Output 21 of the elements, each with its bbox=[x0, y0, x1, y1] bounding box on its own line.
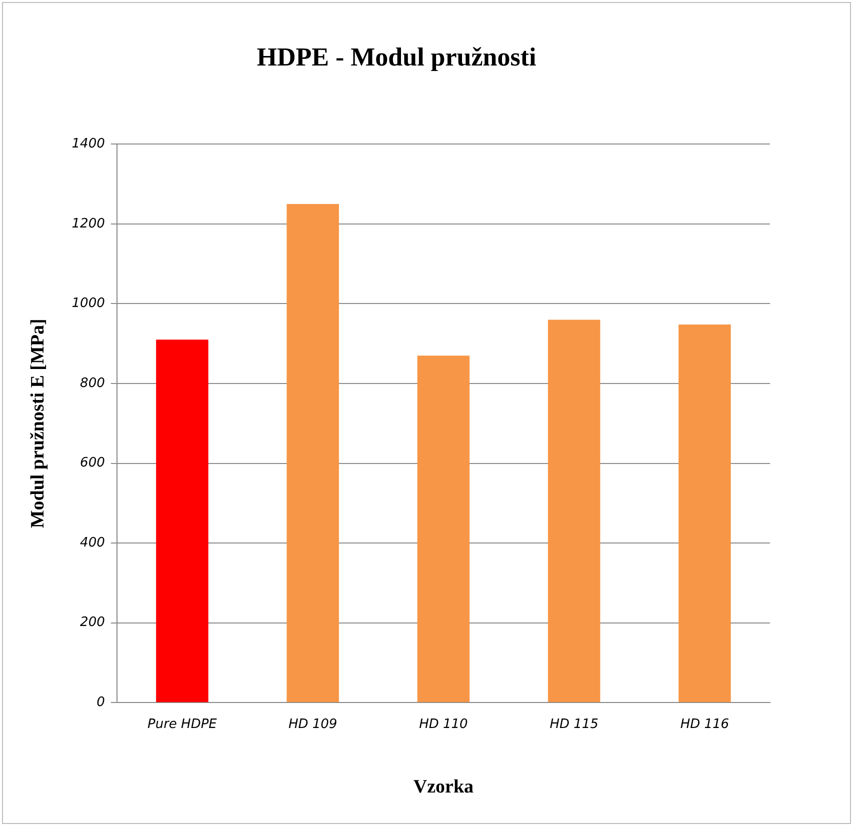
bar bbox=[156, 340, 208, 702]
bar bbox=[678, 324, 731, 702]
y-tick-label: 1400 bbox=[72, 136, 105, 152]
x-tick-label: HD 110 bbox=[419, 716, 468, 732]
y-axis-title: Modul pružnosti E [MPa] bbox=[27, 318, 48, 528]
bar bbox=[286, 204, 339, 702]
chart-title: HDPE - Modul pružnosti bbox=[256, 42, 536, 72]
y-tick-label: 1200 bbox=[72, 216, 105, 232]
x-tick-label: HD 115 bbox=[550, 716, 598, 732]
y-tick-label: 0 bbox=[96, 694, 105, 710]
x-tick-label: HD 109 bbox=[288, 716, 338, 732]
y-tick-label: 600 bbox=[80, 456, 105, 471]
y-tick-label: 1000 bbox=[72, 296, 105, 312]
bar bbox=[417, 356, 470, 702]
y-tick-label: 800 bbox=[80, 376, 105, 391]
x-tick-label: HD 116 bbox=[680, 716, 730, 732]
y-tick-label: 400 bbox=[80, 535, 105, 550]
x-tick-label: Pure HDPE bbox=[147, 716, 218, 732]
y-tick-label: 200 bbox=[80, 615, 105, 630]
bar bbox=[548, 320, 600, 702]
x-axis-title: Vzorka bbox=[413, 776, 474, 798]
